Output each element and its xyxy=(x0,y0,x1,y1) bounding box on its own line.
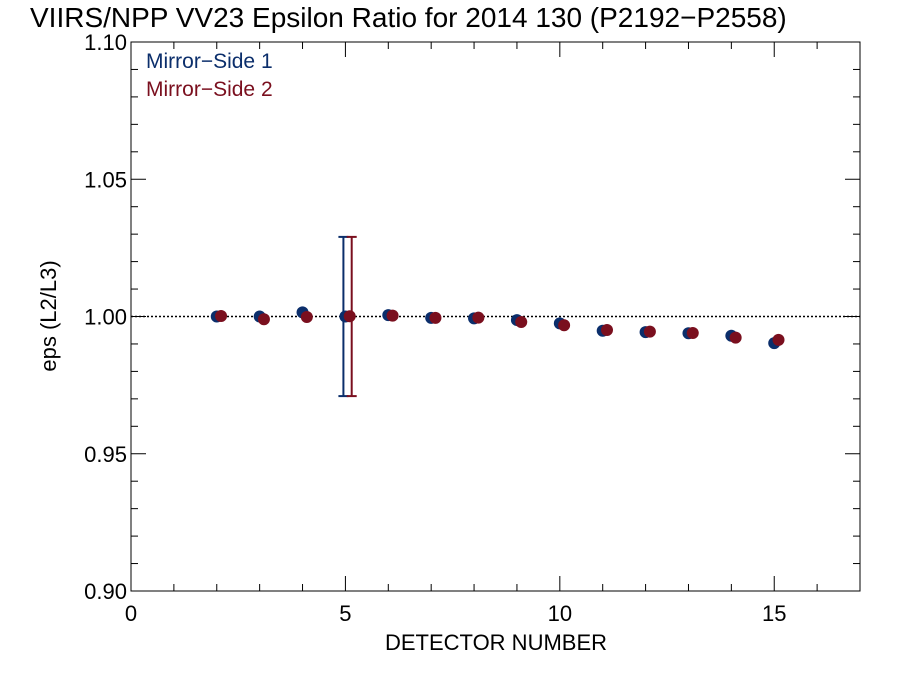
y-tick-label: 0.95 xyxy=(84,442,127,467)
plot-frame xyxy=(130,41,861,592)
data-point-mirror-side-2 xyxy=(257,313,270,326)
data-point-mirror-side-2 xyxy=(643,325,656,338)
data-point-mirror-side-2 xyxy=(772,333,785,346)
data-point-mirror-side-2 xyxy=(300,311,313,324)
x-tick-label: 15 xyxy=(762,601,786,626)
data-point-mirror-side-2 xyxy=(729,331,742,344)
chart-title: VIIRS/NPP VV23 Epsilon Ratio for 2014 13… xyxy=(30,2,787,33)
data-point-mirror-side-2 xyxy=(686,326,699,339)
data-point-mirror-side-2 xyxy=(600,323,613,336)
data-points xyxy=(210,306,785,350)
axis-ticks: 0 5 10 15 0.90 0.95 1.00 1.05 1.10 xyxy=(84,30,860,626)
legend-entry-mirror-side-2: Mirror−Side 2 xyxy=(146,78,273,101)
data-point-mirror-side-2 xyxy=(472,311,485,324)
data-point-mirror-side-2 xyxy=(386,309,399,322)
y-tick-label: 1.05 xyxy=(84,167,127,192)
x-tick-label: 10 xyxy=(548,601,572,626)
x-axis-label: DETECTOR NUMBER xyxy=(385,630,607,655)
x-tick-label: 0 xyxy=(125,601,137,626)
data-point-mirror-side-2 xyxy=(429,311,442,324)
y-tick-label: 0.90 xyxy=(84,579,127,604)
y-tick-label: 1.10 xyxy=(84,30,127,55)
legend-entry-mirror-side-1: Mirror−Side 1 xyxy=(146,50,273,73)
data-point-mirror-side-2 xyxy=(558,319,571,332)
data-point-mirror-side-2 xyxy=(343,310,356,323)
y-axis-label: eps (L2/L3) xyxy=(36,260,61,371)
y-tick-label: 1.00 xyxy=(84,305,127,330)
data-point-mirror-side-2 xyxy=(515,315,528,328)
x-tick-label: 5 xyxy=(339,601,351,626)
data-point-mirror-side-2 xyxy=(215,309,228,322)
